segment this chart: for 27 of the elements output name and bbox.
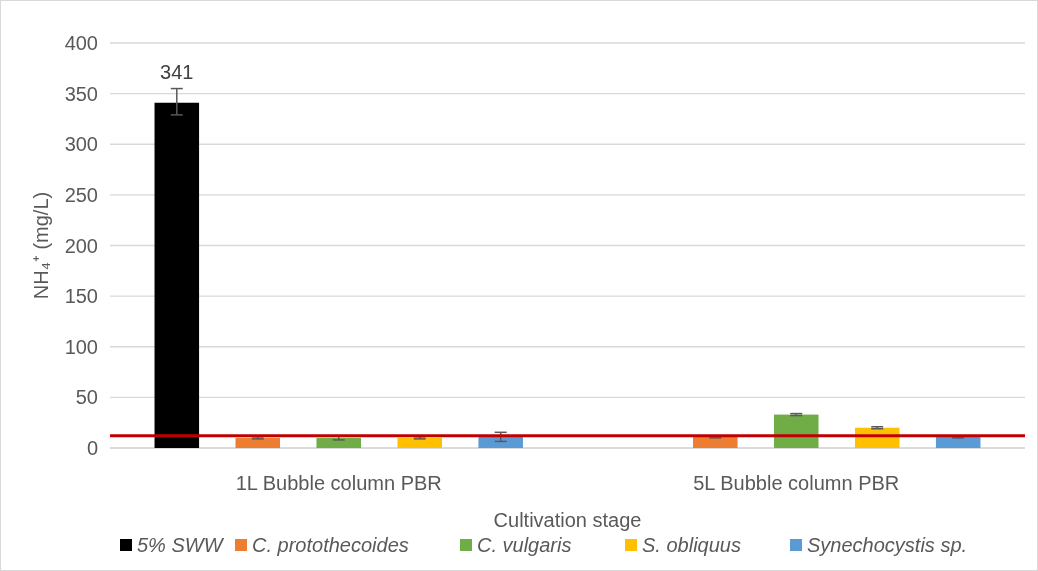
bar	[235, 437, 281, 448]
legend-label: C. vulgaris	[477, 534, 572, 556]
y-axis-title: NH₄⁺ (mg/L)	[30, 191, 52, 300]
legend-label: S. obliquus	[642, 534, 741, 556]
bar	[478, 436, 523, 448]
bar	[154, 102, 200, 448]
bar	[935, 436, 981, 448]
y-tick-label: 50	[75, 386, 98, 409]
bar	[693, 436, 738, 448]
y-tick-label: 350	[64, 82, 98, 105]
y-tick-label: 0	[86, 437, 98, 459]
bar	[397, 437, 442, 448]
legend-label: Synechocystis sp.	[807, 534, 968, 556]
x-tick-label: 1L Bubble column PBR	[235, 472, 442, 494]
y-tick-label: 150	[64, 285, 98, 308]
x-axis-title: Cultivation stage	[493, 509, 642, 531]
x-tick-label: 5L Bubble column PBR	[693, 472, 900, 494]
y-tick-label: 100	[64, 335, 98, 358]
y-tick-label: 250	[64, 183, 98, 206]
y-tick-label: 400	[64, 32, 98, 54]
bar	[316, 437, 362, 448]
y-tick-label: 200	[64, 234, 98, 257]
legend-label: 5% SWW	[137, 534, 225, 556]
y-tick-label: 300	[64, 133, 98, 156]
legend-label: C. protothecoides	[252, 534, 409, 556]
data-label: 341	[160, 60, 194, 83]
bar	[773, 414, 819, 448]
